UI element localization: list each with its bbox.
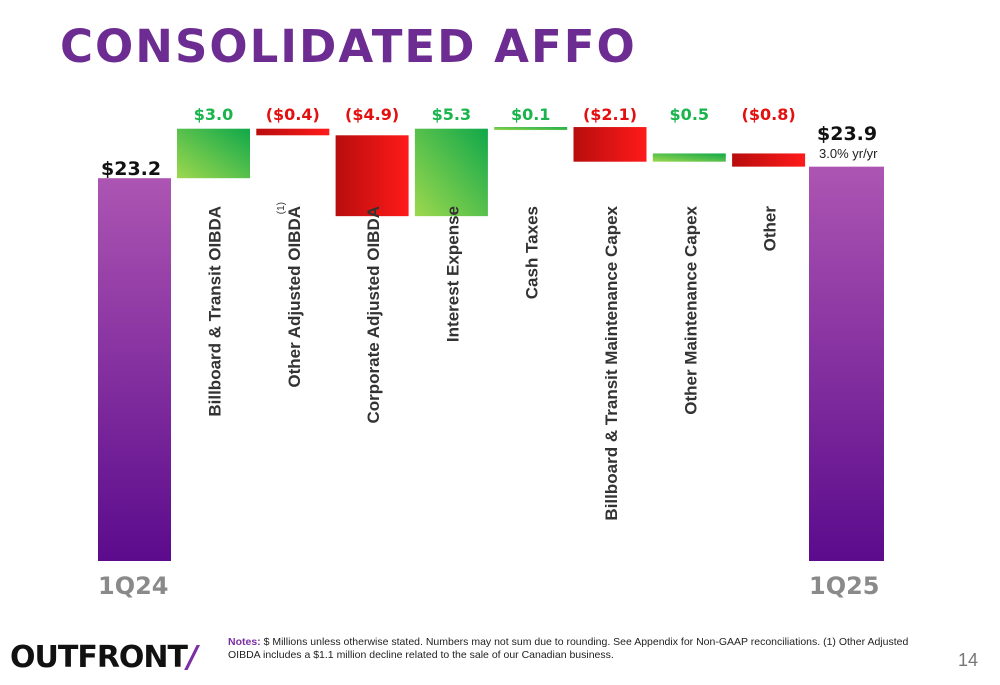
category-label: Other (761, 206, 780, 252)
bar-value-label: ($0.4) (266, 105, 320, 124)
outfront-logo: OUTFRONT/ (10, 640, 198, 675)
page-number: 14 (958, 650, 979, 670)
category-label: Interest Expense (443, 206, 462, 342)
category-label: Cash Taxes (523, 206, 542, 299)
bar-value-label: ($2.1) (583, 105, 637, 124)
waterfall-bar (335, 135, 409, 217)
bar-value-label: ($4.9) (345, 105, 399, 124)
waterfall-bar (732, 153, 806, 167)
waterfall-bar (494, 127, 568, 131)
end-value-label: $23.9 (817, 123, 877, 145)
category-label: Other Adjusted OIBDA (285, 206, 304, 388)
waterfall-bar (414, 128, 488, 217)
bar-value-label: $5.3 (432, 105, 471, 124)
notes-text: $ Millions unless otherwise stated. Numb… (228, 636, 909, 661)
start-bar (98, 178, 171, 561)
end-bar (809, 166, 884, 561)
category-label: Billboard & Transit OIBDA (206, 206, 225, 417)
logo-slash: / (187, 640, 198, 675)
waterfall-bar (573, 127, 647, 162)
category-label: Billboard & Transit Maintenance Capex (602, 205, 621, 520)
waterfall-bar (652, 153, 726, 162)
waterfall-chart: $23.2 1Q24 $3.0 Billboard & Transit OIBDA ($… (98, 105, 884, 600)
slide-title: CONSOLIDATED AFFO (60, 20, 637, 73)
start-value-label: $23.2 (101, 158, 161, 180)
footnotes: Notes: $ Millions unless otherwise state… (228, 636, 928, 662)
start-period-label: 1Q24 (98, 572, 169, 600)
bar-value-label: $0.5 (670, 105, 709, 124)
bar-value-label: ($0.8) (742, 105, 796, 124)
end-growth-note: 3.0% yr/yr (819, 146, 878, 161)
bar-value-label: $0.1 (511, 105, 550, 124)
notes-label: Notes: (228, 636, 261, 648)
end-period-label: 1Q25 (809, 572, 880, 600)
category-label: Corporate Adjusted OIBDA (364, 206, 383, 424)
waterfall-bar (177, 128, 250, 179)
category-label: Other Maintenance Capex (681, 205, 700, 414)
waterfall-bar (256, 128, 330, 136)
logo-text: OUTFRONT (10, 640, 188, 675)
category-superscript: (1) (276, 202, 287, 214)
bar-value-label: $3.0 (194, 105, 233, 124)
